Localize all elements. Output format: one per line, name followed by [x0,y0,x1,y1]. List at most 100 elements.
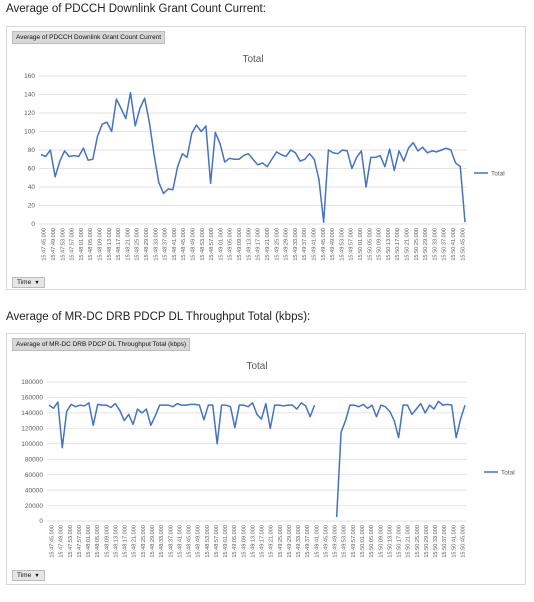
x-tick-label: 15:49:05.000 [232,525,238,558]
chart2-title: Total [246,361,267,372]
x-tick-label: 15:48:45.000 [187,525,193,558]
x-tick-label: 15:48:37.000 [168,525,174,558]
x-tick-label: 15:48:49.000 [196,525,202,558]
x-tick-label: 15:48:45.000 [181,228,187,261]
x-tick-label: 15:49:45.000 [321,228,327,261]
x-tick-label: 15:47:45.000 [50,525,56,558]
x-tick-label: 15:50:41.000 [451,228,457,261]
x-tick-label: 15:49:37.000 [305,525,311,558]
series-line-total [40,91,466,223]
y-tick-label: 0 [39,518,43,525]
x-tick-label: 15:49:57.000 [349,228,355,261]
chart1-title: Total [242,54,263,65]
x-tick-label: 15:49:21.000 [269,525,275,558]
x-tick-label: 15:48:09.000 [97,228,103,261]
x-tick-label: 15:50:17.000 [397,525,403,558]
x-tick-label: 15:48:37.000 [163,228,169,261]
x-tick-label: 15:47:57.000 [77,525,83,558]
x-tick-label: 15:50:13.000 [387,525,393,558]
x-tick-label: 15:48:01.000 [79,228,85,261]
x-tick-label: 15:49:41.000 [311,228,317,261]
y-tick-label: 120 [24,110,35,117]
x-tick-label: 15:49:13.000 [246,228,252,261]
x-tick-label: 15:48:21.000 [132,525,138,558]
y-tick-label: 120000 [21,426,43,433]
chart2-field-button[interactable]: Average of MR-DC DRB PDCP DL Throughput … [12,338,191,351]
x-tick-label: 15:50:25.000 [415,525,421,558]
chart1-panel: Average of PDCCH Downlink Grant Count Cu… [6,26,526,290]
x-tick-label: 15:50:01.000 [358,228,364,261]
y-tick-label: 0 [31,221,35,228]
y-tick-label: 20 [28,203,36,210]
y-tick-label: 80000 [25,456,43,463]
x-tick-label: 15:48:17.000 [123,525,129,558]
x-tick-label: 15:49:09.000 [241,525,247,558]
x-tick-label: 15:49:17.000 [260,525,266,558]
x-tick-label: 15:48:49.000 [191,228,197,261]
chart1-time-filter-button[interactable]: Time ▼ [12,277,45,288]
y-tick-label: 140 [24,92,35,99]
x-tick-label: 15:48:25.000 [141,525,147,558]
x-tick-label: 15:49:25.000 [278,525,284,558]
chart2-panel: Average of MR-DC DRB PDCP DL Throughput … [6,333,526,585]
legend-label: Total [491,170,505,177]
x-tick-label: 15:49:33.000 [296,525,302,558]
x-tick-label: 15:49:49.000 [333,525,339,558]
x-tick-label: 15:49:21.000 [265,228,271,261]
x-tick-label: 15:50:05.000 [367,228,373,261]
x-tick-label: 15:48:17.000 [116,228,122,261]
x-tick-label: 15:50:09.000 [377,228,383,261]
y-tick-label: 100 [24,129,35,136]
x-tick-label: 15:48:09.000 [104,525,110,558]
y-tick-label: 160000 [21,395,43,402]
x-tick-label: 15:50:29.000 [423,228,429,261]
x-tick-label: 15:49:29.000 [284,228,290,261]
x-tick-label: 15:48:01.000 [86,525,92,558]
x-tick-label: 15:48:57.000 [214,525,220,558]
x-tick-label: 15:50:21.000 [406,525,412,558]
x-tick-label: 15:50:01.000 [360,525,366,558]
x-tick-label: 15:48:41.000 [172,228,178,261]
x-tick-label: 15:49:29.000 [287,525,293,558]
x-tick-label: 15:48:33.000 [153,228,159,261]
x-tick-label: 15:49:37.000 [302,228,308,261]
x-tick-label: 15:48:13.000 [107,228,113,261]
x-tick-label: 15:50:21.000 [405,228,411,261]
x-tick-label: 15:48:05.000 [88,228,94,261]
x-tick-label: 15:48:53.000 [200,228,206,261]
series-line-total [48,400,466,518]
y-tick-label: 160 [24,73,35,80]
y-tick-label: 60 [28,166,36,173]
time-filter-label: Time [17,279,32,286]
y-tick-label: 80 [28,147,36,154]
y-tick-label: 20000 [25,503,43,510]
x-tick-label: 15:47:49.000 [51,228,57,261]
x-tick-label: 15:48:57.000 [209,228,215,261]
x-tick-label: 15:50:33.000 [433,525,439,558]
legend-label: Total [501,469,515,476]
x-tick-label: 15:49:13.000 [250,525,256,558]
x-tick-label: 15:47:53.000 [60,228,66,261]
x-tick-label: 15:50:25.000 [414,228,420,261]
x-tick-label: 15:48:21.000 [125,228,131,261]
x-tick-label: 15:49:57.000 [351,525,357,558]
chart1-field-button[interactable]: Average of PDCCH Downlink Grant Count Cu… [12,31,166,44]
time-filter-label: Time [17,572,32,579]
x-tick-label: 15:50:37.000 [442,525,448,558]
dropdown-arrow-icon: ▼ [34,573,40,579]
x-tick-label: 15:47:45.000 [42,228,48,261]
x-tick-label: 15:50:09.000 [378,525,384,558]
x-tick-label: 15:48:05.000 [95,525,101,558]
x-tick-label: 15:50:37.000 [442,228,448,261]
x-tick-label: 15:47:53.000 [68,525,74,558]
x-tick-label: 15:49:33.000 [293,228,299,261]
dropdown-arrow-icon: ▼ [34,280,40,286]
chart2-time-filter-button[interactable]: Time ▼ [12,570,45,581]
chart2-plot: Total 0 20000 40000 60000 80000 100000 120000 14… [21,361,515,558]
x-tick-label: 15:50:33.000 [432,228,438,261]
y-tick-label: 100000 [21,441,43,448]
x-tick-label: 15:48:41.000 [177,525,183,558]
x-tick-label: 15:48:29.000 [144,228,150,261]
chart1-heading: Average of PDCCH Downlink Grant Count Cu… [6,3,266,15]
x-tick-label: 15:49:05.000 [228,228,234,261]
